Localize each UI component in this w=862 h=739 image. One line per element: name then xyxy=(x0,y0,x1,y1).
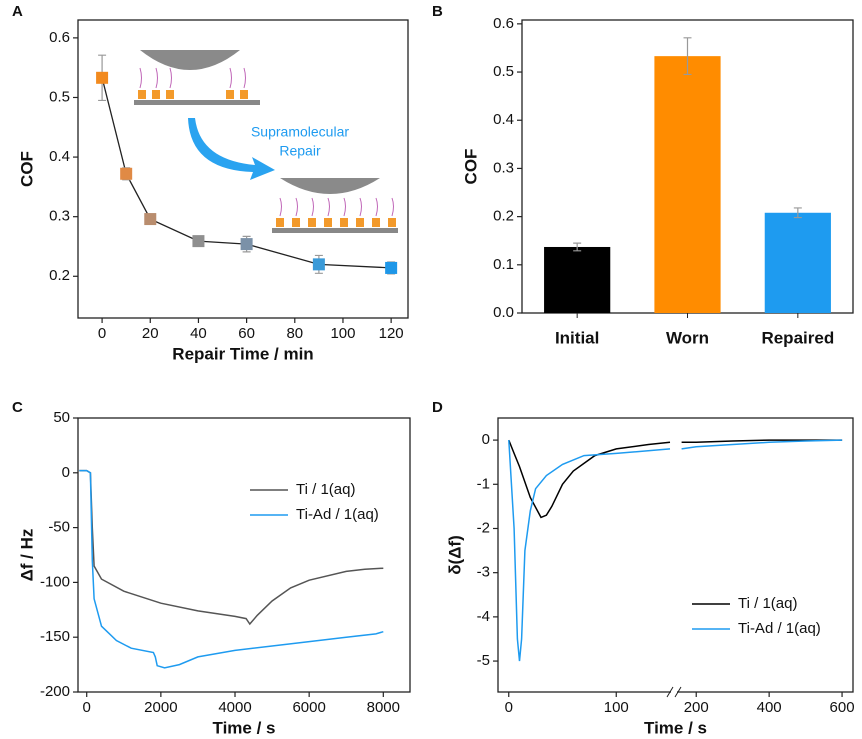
plot-frame xyxy=(77,19,409,319)
axis-break xyxy=(666,686,682,698)
y-axis-title: Δf / Hz xyxy=(17,529,36,582)
x-axis-title: Repair Time / min xyxy=(172,344,313,363)
panel-label: D xyxy=(432,399,443,416)
y-tick-label: -150 xyxy=(40,628,70,645)
x-tick-label: 0 xyxy=(98,325,106,342)
bar xyxy=(764,212,831,313)
x-tick-label: 120 xyxy=(379,325,404,342)
y-axis-title: COF xyxy=(461,149,480,185)
y-tick-label: -3 xyxy=(477,564,490,581)
x-tick-label: 400 xyxy=(757,699,782,716)
series-line xyxy=(508,439,843,519)
plot-frame xyxy=(77,417,411,693)
panel-label: B xyxy=(432,3,443,20)
y-tick-label: 50 xyxy=(53,409,70,426)
y-tick-label: 0.6 xyxy=(493,15,514,32)
y-tick-label: 0.1 xyxy=(493,256,514,273)
error-bar xyxy=(793,207,802,219)
x-tick-label: 0 xyxy=(505,699,513,716)
y-tick-label: 0.5 xyxy=(493,63,514,80)
x-tick-label: 0 xyxy=(83,699,91,716)
y-tick-label: 0.2 xyxy=(493,208,514,225)
legend-label: Ti-Ad / 1(aq) xyxy=(296,506,379,523)
x-axis-title: Time / s xyxy=(213,718,276,737)
marker xyxy=(240,238,253,251)
axis-break-gap xyxy=(671,689,677,695)
y-tick-label: -4 xyxy=(477,608,490,625)
error-bar xyxy=(573,242,582,252)
x-tick-label: Repaired xyxy=(761,328,834,347)
x-tick-label: 4000 xyxy=(218,699,251,716)
marker xyxy=(144,213,157,226)
x-tick-label: 60 xyxy=(238,325,255,342)
legend-label: Ti / 1(aq) xyxy=(296,481,355,498)
legend-label: Ti-Ad / 1(aq) xyxy=(738,620,821,637)
y-tick-label: 0.0 xyxy=(493,304,514,321)
annotation: Supramolecular xyxy=(251,124,349,140)
x-tick-label: 6000 xyxy=(292,699,325,716)
plot-frame xyxy=(497,417,854,693)
x-tick-label: 200 xyxy=(684,699,709,716)
x-tick-label: 100 xyxy=(330,325,355,342)
x-tick-label: 2000 xyxy=(144,699,177,716)
y-tick-label: -1 xyxy=(477,475,490,492)
y-tick-label: 0.3 xyxy=(493,159,514,176)
y-tick-label: -2 xyxy=(477,519,490,536)
x-tick-label: Worn xyxy=(666,328,709,347)
x-axis-title: Time / s xyxy=(644,718,707,737)
y-tick-label: -5 xyxy=(477,652,490,669)
y-axis-title: δ(Δf) xyxy=(445,535,464,575)
series-line xyxy=(508,439,843,662)
x-tick-label: 20 xyxy=(142,325,159,342)
x-tick-label: 8000 xyxy=(367,699,400,716)
marker xyxy=(120,167,133,180)
y-tick-label: 0.2 xyxy=(49,267,70,284)
marker xyxy=(192,235,205,248)
y-tick-label: 0.4 xyxy=(49,148,70,165)
panel-label: C xyxy=(12,399,23,416)
x-tick-label: 80 xyxy=(286,325,303,342)
x-tick-label: 600 xyxy=(830,699,855,716)
marker xyxy=(312,258,325,271)
annotation: Repair xyxy=(279,143,321,159)
bar xyxy=(544,246,611,313)
panel-label: A xyxy=(12,3,23,20)
x-tick-label: Initial xyxy=(555,328,599,347)
y-tick-label: 0.4 xyxy=(493,111,514,128)
y-tick-label: 0 xyxy=(62,464,70,481)
y-axis-title: COF xyxy=(17,151,36,187)
y-tick-label: 0.5 xyxy=(49,88,70,105)
error-bar xyxy=(683,37,692,76)
illustration xyxy=(134,50,398,233)
x-tick-label: 100 xyxy=(604,699,629,716)
y-tick-label: 0 xyxy=(482,431,490,448)
bar xyxy=(654,56,721,313)
marker xyxy=(385,261,398,274)
y-tick-label: -100 xyxy=(40,573,70,590)
marker xyxy=(96,71,109,84)
y-tick-label: -50 xyxy=(48,519,70,536)
y-tick-label: 0.6 xyxy=(49,29,70,46)
legend-label: Ti / 1(aq) xyxy=(738,595,797,612)
y-tick-label: -200 xyxy=(40,683,70,700)
y-tick-label: 0.3 xyxy=(49,208,70,225)
series-line xyxy=(79,469,384,669)
x-tick-label: 40 xyxy=(190,325,207,342)
